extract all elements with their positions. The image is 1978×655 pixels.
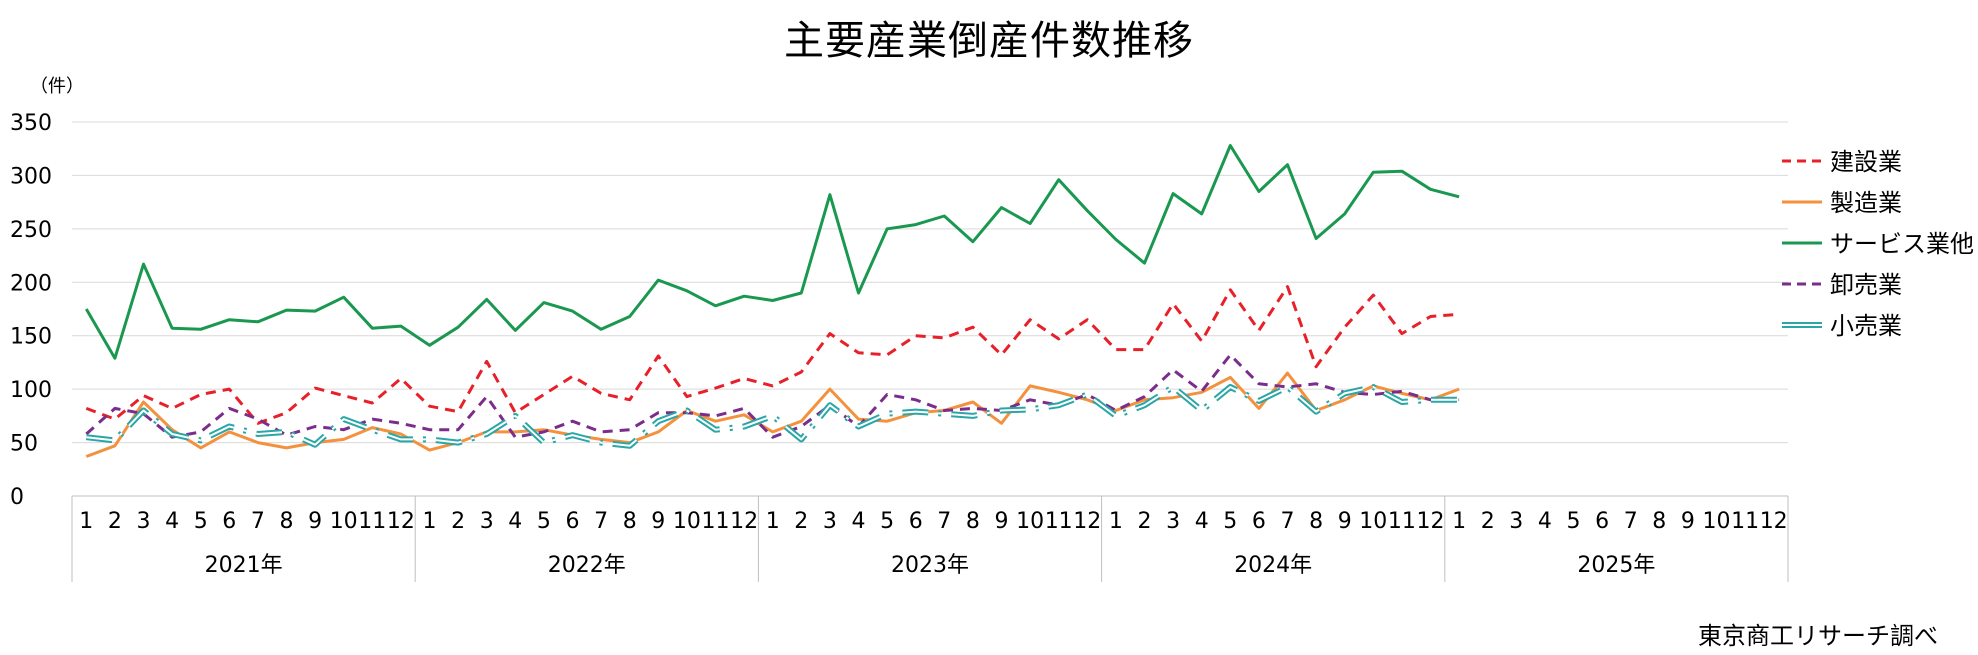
gridlines — [72, 121, 1788, 444]
x-tick-label-month: 7 — [1281, 509, 1295, 534]
x-tick-label-month: 3 — [137, 509, 151, 534]
x-tick-label-month: 7 — [594, 509, 608, 534]
legend-label: 小売業 — [1830, 312, 1902, 340]
series-line-inner — [86, 386, 1460, 447]
y-tick-label: 200 — [10, 271, 52, 296]
x-tick-label-month: 11 — [1731, 509, 1759, 534]
x-tick-label-month: 2 — [451, 509, 465, 534]
x-tick-label-month: 1 — [79, 509, 93, 534]
x-tick-label-year: 2024年 — [1234, 553, 1312, 578]
x-tick-label-month: 7 — [937, 509, 951, 534]
x-tick-label-month: 10 — [1703, 509, 1731, 534]
source-label: 東京商工リサーチ調べ — [1698, 622, 1938, 650]
series-line — [85, 353, 1460, 439]
y-tick-label: 250 — [10, 218, 52, 243]
series-line — [85, 285, 1460, 425]
x-tick-label-month: 1 — [1109, 509, 1123, 534]
x-tick-label-month: 10 — [1016, 509, 1044, 534]
x-tick-label-month: 2 — [794, 509, 808, 534]
x-tick-label-month: 4 — [165, 509, 179, 534]
x-tick-label-year: 2021年 — [205, 553, 283, 578]
x-tick-label-month: 4 — [1538, 509, 1552, 534]
x-tick-label-month: 6 — [222, 509, 236, 534]
x-tick-label-month: 10 — [1359, 509, 1387, 534]
legend-label: 製造業 — [1830, 189, 1902, 217]
y-tick-label: 150 — [10, 325, 52, 350]
x-tick-label-month: 5 — [1223, 509, 1237, 534]
x-tick-label-month: 9 — [308, 509, 322, 534]
x-tick-label-month: 9 — [995, 509, 1009, 534]
y-tick-label: 100 — [10, 378, 52, 403]
legend-label: 卸売業 — [1830, 271, 1902, 299]
x-tick-label-month: 5 — [880, 509, 894, 534]
legend-label: サービス業他 — [1830, 230, 1974, 258]
x-tick-label-month: 12 — [1417, 509, 1445, 534]
x-tick-label-year: 2022年 — [548, 553, 626, 578]
x-tick-label-month: 3 — [480, 509, 494, 534]
x-tick-label-month: 6 — [1252, 509, 1266, 534]
x-tick-label-month: 10 — [673, 509, 701, 534]
x-tick-label-month: 5 — [194, 509, 208, 534]
series-line — [85, 144, 1460, 360]
x-tick-label-month: 4 — [1195, 509, 1209, 534]
x-tick-label-month: 11 — [358, 509, 386, 534]
x-tick-label-month: 2 — [1138, 509, 1152, 534]
x-tick-label-year: 2023年 — [891, 553, 969, 578]
x-tick-label-month: 6 — [566, 509, 580, 534]
x-tick-label-month: 12 — [730, 509, 758, 534]
x-tick-label-month: 1 — [423, 509, 437, 534]
x-tick-label-month: 12 — [1760, 509, 1788, 534]
x-tick-label-month: 7 — [251, 509, 265, 534]
x-tick-label-month: 4 — [852, 509, 866, 534]
y-tick-label: 350 — [10, 111, 52, 136]
x-tick-label-month: 5 — [1567, 509, 1581, 534]
x-tick-label-month: 10 — [330, 509, 358, 534]
x-tick-label-month: 8 — [966, 509, 980, 534]
x-tick-label-month: 4 — [508, 509, 522, 534]
x-tick-label-month: 1 — [1452, 509, 1466, 534]
y-axis-unit-label: （件） — [30, 76, 84, 97]
x-tick-label-month: 11 — [702, 509, 730, 534]
x-tick-label-month: 11 — [1045, 509, 1073, 534]
x-tick-label-month: 12 — [387, 509, 415, 534]
x-tick-label-month: 1 — [766, 509, 780, 534]
x-tick-label-month: 2 — [108, 509, 122, 534]
x-tick-label-month: 9 — [651, 509, 665, 534]
x-tick-label-month: 3 — [1166, 509, 1180, 534]
x-tick-label-month: 8 — [280, 509, 294, 534]
x-tick-label-month: 2 — [1481, 509, 1495, 534]
x-tick-label-month: 9 — [1338, 509, 1352, 534]
x-tick-label-month: 11 — [1388, 509, 1416, 534]
x-tick-label-month: 5 — [537, 509, 551, 534]
y-tick-label: 0 — [10, 485, 24, 510]
x-tick-label-month: 3 — [823, 509, 837, 534]
chart-title: 主要産業倒産件数推移 — [784, 18, 1194, 64]
legend-label: 建設業 — [1830, 148, 1902, 176]
x-tick-label-month: 8 — [1309, 509, 1323, 534]
x-tick-label-month: 6 — [1595, 509, 1609, 534]
y-tick-label: 300 — [10, 164, 52, 189]
series-lines — [85, 144, 1460, 458]
x-tick-label-month: 8 — [1652, 509, 1666, 534]
x-tick-label-month: 12 — [1073, 509, 1101, 534]
x-tick-label-month: 6 — [909, 509, 923, 534]
x-tick-label-month: 8 — [623, 509, 637, 534]
x-tick-label-year: 2025年 — [1577, 553, 1655, 578]
x-tick-label-month: 9 — [1681, 509, 1695, 534]
x-tick-label-month: 3 — [1509, 509, 1523, 534]
x-tick-label-month: 7 — [1624, 509, 1638, 534]
y-tick-label: 50 — [10, 432, 38, 457]
